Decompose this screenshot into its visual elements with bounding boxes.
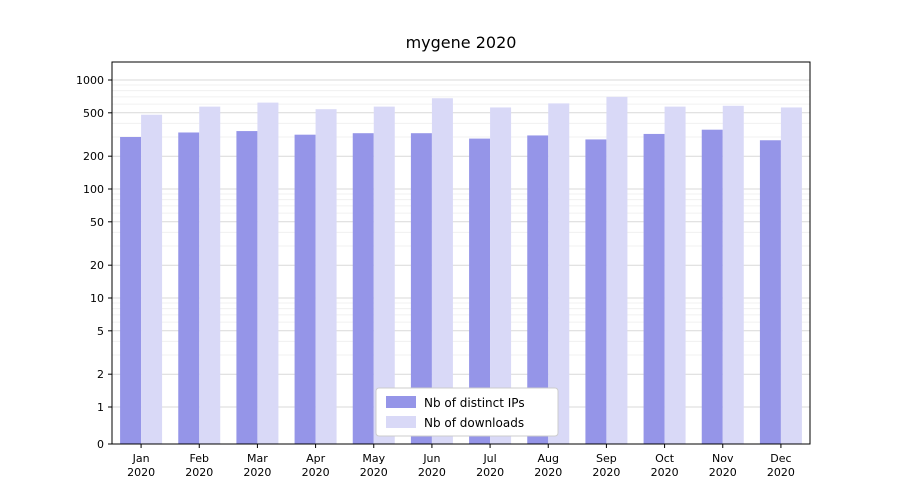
x-tick-label-month: Nov bbox=[712, 452, 734, 465]
bar-downloads bbox=[199, 106, 221, 444]
x-tick-label-year: 2020 bbox=[243, 466, 271, 479]
x-tick-label-month: Jul bbox=[482, 452, 496, 465]
x-tick-label-month: Mar bbox=[247, 452, 268, 465]
y-tick-label: 2 bbox=[97, 368, 104, 381]
bar-downloads bbox=[490, 107, 512, 444]
y-tick-label: 200 bbox=[83, 150, 104, 163]
x-tick-label-year: 2020 bbox=[360, 466, 388, 479]
bar-downloads bbox=[315, 109, 337, 445]
legend bbox=[375, 387, 559, 437]
x-tick-label-year: 2020 bbox=[592, 466, 620, 479]
bar-distinct-ips bbox=[120, 136, 142, 445]
legend-label: Nb of downloads bbox=[424, 416, 524, 430]
bar-downloads bbox=[780, 107, 802, 444]
y-tick-label: 1000 bbox=[76, 74, 104, 87]
x-tick-label-month: Oct bbox=[655, 452, 675, 465]
x-tick-label-year: 2020 bbox=[302, 466, 330, 479]
x-tick-label-year: 2020 bbox=[418, 466, 446, 479]
x-tick-label-year: 2020 bbox=[534, 466, 562, 479]
bar-distinct-ips bbox=[352, 133, 374, 444]
bar-downloads bbox=[548, 103, 570, 444]
x-tick-label-month: Feb bbox=[190, 452, 209, 465]
x-tick-label-month: May bbox=[362, 452, 385, 465]
y-tick-label: 500 bbox=[83, 107, 104, 120]
y-tick-label: 20 bbox=[90, 259, 104, 272]
bar-distinct-ips bbox=[585, 139, 607, 444]
y-tick-label: 10 bbox=[90, 292, 104, 305]
bar-distinct-ips bbox=[178, 132, 200, 444]
plot-border bbox=[111, 61, 811, 445]
bar-distinct-ips bbox=[294, 134, 316, 444]
x-tick-label-month: Jun bbox=[422, 452, 440, 465]
bar-distinct-ips bbox=[759, 140, 781, 445]
bar-distinct-ips bbox=[410, 133, 432, 444]
legend-swatch bbox=[386, 396, 416, 408]
y-tick-label: 5 bbox=[97, 325, 104, 338]
x-tick-label-month: Dec bbox=[770, 452, 791, 465]
bar-distinct-ips bbox=[701, 129, 723, 444]
chart-title: mygene 2020 bbox=[406, 33, 517, 52]
y-tick-label: 0 bbox=[97, 438, 104, 451]
y-tick-label: 50 bbox=[90, 216, 104, 229]
bar-downloads bbox=[606, 96, 628, 445]
plot-area bbox=[112, 62, 810, 444]
bar-downloads bbox=[664, 106, 686, 444]
x-tick-label-month: Sep bbox=[596, 452, 617, 465]
x-tick-label-year: 2020 bbox=[127, 466, 155, 479]
bar-downloads bbox=[431, 98, 453, 444]
x-tick-label-year: 2020 bbox=[709, 466, 737, 479]
x-tick-label-month: Jan bbox=[132, 452, 150, 465]
bar-downloads bbox=[722, 105, 744, 444]
legend-label: Nb of distinct IPs bbox=[424, 396, 525, 410]
bar-downloads bbox=[373, 106, 395, 444]
bar-distinct-ips bbox=[469, 138, 491, 444]
bar-distinct-ips bbox=[236, 131, 258, 445]
y-tick-label: 100 bbox=[83, 183, 104, 196]
bar-distinct-ips bbox=[643, 133, 665, 444]
bar-distinct-ips bbox=[527, 135, 549, 444]
x-tick-label-year: 2020 bbox=[185, 466, 213, 479]
bar-downloads bbox=[141, 114, 163, 445]
bar-downloads bbox=[257, 102, 279, 444]
x-tick-label-year: 2020 bbox=[476, 466, 504, 479]
x-tick-label-year: 2020 bbox=[651, 466, 679, 479]
y-tick-label: 1 bbox=[97, 401, 104, 414]
x-tick-label-year: 2020 bbox=[767, 466, 795, 479]
x-tick-label-month: Apr bbox=[306, 452, 326, 465]
legend-swatch bbox=[386, 416, 416, 428]
x-tick-label-month: Aug bbox=[538, 452, 559, 465]
